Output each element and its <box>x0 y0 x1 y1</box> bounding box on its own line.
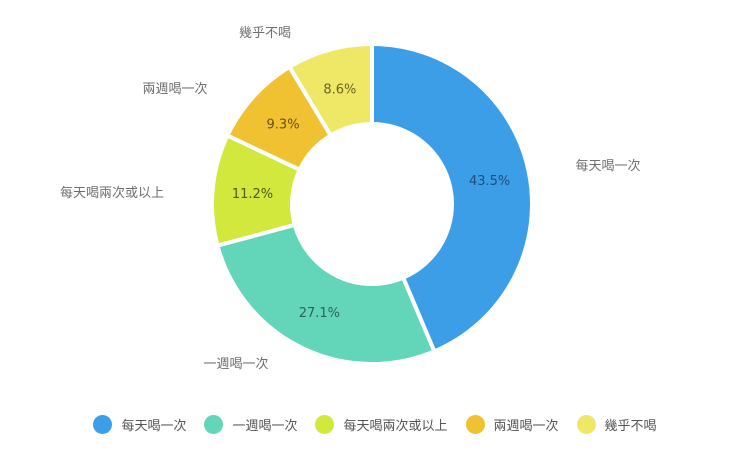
legend-dot-icon <box>204 414 224 434</box>
legend-dot-icon <box>93 414 113 434</box>
percent-label: 43.5% <box>469 174 510 189</box>
percent-label: 9.3% <box>267 117 300 132</box>
legend-dot-icon <box>576 414 596 434</box>
legend-item-daily-twice-plus[interactable]: 每天喝兩次或以上 <box>315 414 448 434</box>
percent-label: 8.6% <box>323 82 356 97</box>
legend-label: 每天喝一次 <box>121 418 187 434</box>
legend-label: 兩週喝一次 <box>493 418 559 434</box>
legend-item-weekly-once[interactable]: 一週喝一次 <box>204 414 298 434</box>
donut-slice[interactable] <box>215 222 437 366</box>
percent-label: 27.1% <box>299 306 340 321</box>
category-label: 每天喝一次 <box>575 158 640 174</box>
chart-legend: 每天喝一次 一週喝一次 每天喝兩次或以上 兩週喝一次 幾乎不喝 <box>0 410 750 438</box>
legend-item-rarely[interactable]: 幾乎不喝 <box>576 414 657 434</box>
category-label: 每天喝兩次或以上 <box>60 185 164 201</box>
category-label: 幾乎不喝 <box>239 26 291 41</box>
category-label: 兩週喝一次 <box>142 81 207 97</box>
donut-slices <box>210 42 534 366</box>
donut-slice[interactable] <box>287 42 374 138</box>
legend-label: 幾乎不喝 <box>604 418 657 434</box>
legend-item-biweekly-once[interactable]: 兩週喝一次 <box>465 414 559 434</box>
percent-label: 11.2% <box>232 187 273 202</box>
category-label: 一週喝一次 <box>203 356 268 372</box>
legend-dot-icon <box>465 414 485 434</box>
legend-item-daily-once[interactable]: 每天喝一次 <box>93 414 187 434</box>
legend-label: 每天喝兩次或以上 <box>343 418 448 434</box>
legend-dot-icon <box>315 414 335 434</box>
percent-labels: 43.5% 27.1% 11.2% 9.3% 8.6% <box>232 82 510 320</box>
legend-label: 一週喝一次 <box>232 418 298 434</box>
donut-slice[interactable] <box>370 42 534 354</box>
